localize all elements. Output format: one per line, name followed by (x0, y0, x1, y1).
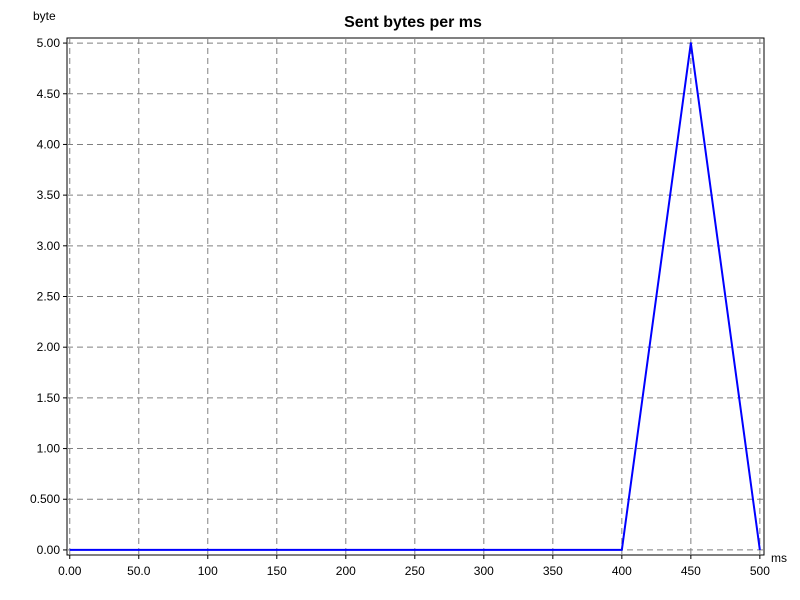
y-tick-label: 0.00 (37, 543, 61, 557)
x-tick-label: 500 (750, 564, 770, 578)
y-tick-label: 5.00 (37, 36, 61, 50)
y-tick-label: 4.00 (37, 137, 61, 151)
y-tick-label: 2.00 (37, 340, 61, 354)
x-tick-label: 200 (336, 564, 356, 578)
y-tick-label: 0.500 (30, 492, 60, 506)
x-axis-label: ms (771, 551, 787, 565)
x-tick-label: 450 (681, 564, 701, 578)
grid (67, 38, 764, 555)
x-tick-label: 50.0 (127, 564, 151, 578)
y-tick-label: 1.50 (37, 391, 61, 405)
x-tick-label: 350 (543, 564, 563, 578)
y-tick-label: 3.50 (37, 188, 61, 202)
x-tick-label: 100 (198, 564, 218, 578)
y-axis-label: byte (33, 9, 56, 23)
y-tick-label: 3.00 (37, 239, 61, 253)
chart-title: Sent bytes per ms (344, 14, 482, 31)
x-tick-label: 0.00 (58, 564, 82, 578)
x-tick-label: 400 (612, 564, 632, 578)
y-tick-label: 1.00 (37, 442, 61, 456)
x-tick-label: 150 (267, 564, 287, 578)
y-tick-label: 4.50 (37, 87, 61, 101)
axis-ticks: 0.00 50.0 100 150 200 250 300 350 400 450 500 0.00 0… (30, 36, 770, 578)
x-tick-label: 250 (405, 564, 425, 578)
series-layer (69, 42, 761, 551)
y-tick-label: 2.50 (37, 290, 61, 304)
series-line (69, 42, 761, 551)
x-tick-label: 300 (474, 564, 494, 578)
